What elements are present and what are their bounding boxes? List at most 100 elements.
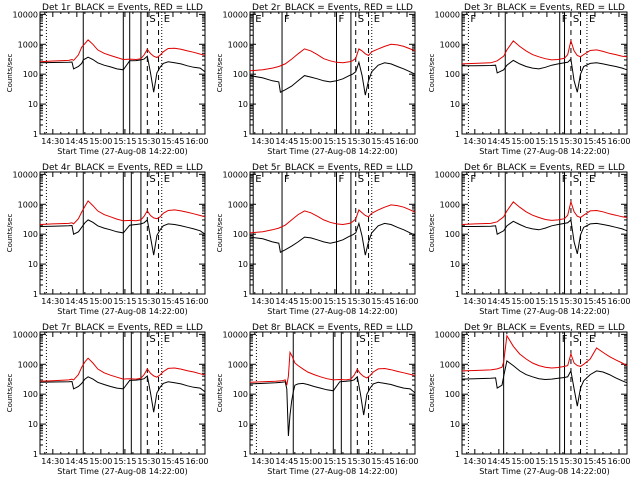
y-tick-label: 10 <box>450 420 460 429</box>
x-tick-label: 15:15 <box>113 137 136 146</box>
x-tick-label: 15:30 <box>559 457 582 466</box>
panel-title: Det 5r_BLACK = Events, RED = LLD <box>252 163 413 173</box>
marker-label: S <box>149 174 155 185</box>
y-tick-label: 1000 <box>440 360 460 369</box>
marker-label: F <box>470 14 476 25</box>
series-lld-line <box>461 39 628 65</box>
x-tick-label: 15:15 <box>323 457 346 466</box>
x-axis-label: Start Time (27-Aug-08 14:22:00) <box>267 307 398 316</box>
y-tick-label: 100 <box>23 70 38 79</box>
panel-3: Det 3r_BLACK = Events, RED = LLD 1 10 100 10… <box>428 3 631 156</box>
plot-frame <box>39 331 206 455</box>
series-lld-line <box>461 200 628 225</box>
y-tick-label: 1000 <box>440 200 460 209</box>
x-tick-label: 16:00 <box>395 457 418 466</box>
x-tick-label: 14:45 <box>65 457 88 466</box>
marker-label: S <box>573 174 579 185</box>
x-tick-label: 16:00 <box>395 297 418 306</box>
y-tick-label: 10000 <box>13 170 38 179</box>
marker-label: S <box>573 334 579 345</box>
plot-frame <box>249 171 416 295</box>
panel-2: Det 2r_BLACK = Events, RED = LLD 1 10 100 10… <box>216 3 419 156</box>
y-tick-label: 10 <box>28 420 38 429</box>
y-tick-label: 10000 <box>223 10 248 19</box>
x-tick-label: 15:15 <box>535 137 558 146</box>
x-tick-label: 16:00 <box>607 137 630 146</box>
y-axis-label: Counts/sec <box>6 214 14 253</box>
x-tick-label: 14:30 <box>251 457 274 466</box>
x-tick-label: 15:45 <box>161 457 184 466</box>
y-tick-label: 10000 <box>13 10 38 19</box>
series-events-line <box>39 218 206 256</box>
y-axis-label: Counts/sec <box>6 374 14 413</box>
x-tick-label: 16:00 <box>607 297 630 306</box>
x-tick-label: 14:30 <box>463 457 486 466</box>
marker-label: S <box>149 14 155 25</box>
y-tick-label: 10 <box>238 100 248 109</box>
x-tick-label: 14:45 <box>487 457 510 466</box>
y-tick-label: 100 <box>445 230 460 239</box>
y-tick-label: 100 <box>233 230 248 239</box>
y-tick-label: 100 <box>445 390 460 399</box>
y-tick-label: 10 <box>450 100 460 109</box>
y-tick-label: 1 <box>455 450 460 459</box>
y-tick-label: 10000 <box>435 10 460 19</box>
y-tick-label: 100 <box>445 70 460 79</box>
x-tick-label: 15:30 <box>137 137 160 146</box>
series-lld-line <box>249 350 416 386</box>
y-tick-label: 1 <box>243 450 248 459</box>
y-tick-label: 1 <box>33 290 38 299</box>
plot-frame <box>39 11 206 135</box>
y-tick-label: 1000 <box>18 360 38 369</box>
x-axis-label: Start Time (27-Aug-08 14:22:00) <box>479 467 610 476</box>
y-tick-label: 10000 <box>13 330 38 339</box>
y-axis-label: Counts/sec <box>216 214 224 253</box>
x-tick-label: 15:45 <box>583 457 606 466</box>
marker-label: F <box>470 174 476 185</box>
panel-title: Det 2r_BLACK = Events, RED = LLD <box>252 3 413 13</box>
x-tick-label: 14:45 <box>275 137 298 146</box>
x-tick-label: 15:45 <box>161 297 184 306</box>
y-tick-label: 100 <box>233 70 248 79</box>
y-axis-label: Counts/sec <box>428 374 436 413</box>
panel-5: Det 5r_BLACK = Events, RED = LLD 1 10 100 10… <box>216 163 419 316</box>
marker-label: S <box>358 174 364 185</box>
x-tick-label: 15:00 <box>299 297 322 306</box>
y-axis-label: Counts/sec <box>216 54 224 93</box>
marker-label: S <box>359 334 365 345</box>
marker-label: E <box>589 14 595 25</box>
marker-label: S <box>358 14 364 25</box>
x-tick-label: 15:30 <box>559 137 582 146</box>
series-events-line <box>249 221 416 256</box>
series-lld-line <box>461 334 628 372</box>
y-tick-label: 10 <box>450 260 460 269</box>
plot-frame <box>461 11 628 135</box>
x-tick-label: 15:30 <box>347 297 370 306</box>
y-tick-label: 10000 <box>435 170 460 179</box>
marker-label: F <box>284 14 290 25</box>
series-events-line <box>39 374 206 413</box>
series-events-line <box>461 360 628 407</box>
x-tick-label: 15:00 <box>89 457 112 466</box>
marker-label: E <box>374 14 380 25</box>
series-events-line <box>462 58 628 93</box>
y-tick-label: 1000 <box>228 40 248 49</box>
x-tick-label: 15:15 <box>535 297 558 306</box>
panel-1: Det 1r_BLACK = Events, RED = LLD 1 10 100 10… <box>6 3 209 156</box>
y-tick-label: 1 <box>455 130 460 139</box>
x-tick-label: 15:45 <box>161 137 184 146</box>
x-tick-label: 15:00 <box>511 457 534 466</box>
x-tick-label: 14:30 <box>41 457 64 466</box>
y-tick-label: 100 <box>23 390 38 399</box>
x-tick-label: 15:00 <box>299 137 322 146</box>
x-tick-label: 15:00 <box>511 297 534 306</box>
plot-frame <box>39 171 206 295</box>
y-tick-label: 10 <box>238 420 248 429</box>
y-tick-label: 10 <box>28 100 38 109</box>
marker-label: E <box>255 14 261 25</box>
x-tick-label: 15:00 <box>299 457 322 466</box>
x-tick-label: 14:30 <box>251 297 274 306</box>
marker-label: E <box>374 334 380 345</box>
x-tick-label: 15:45 <box>371 297 394 306</box>
